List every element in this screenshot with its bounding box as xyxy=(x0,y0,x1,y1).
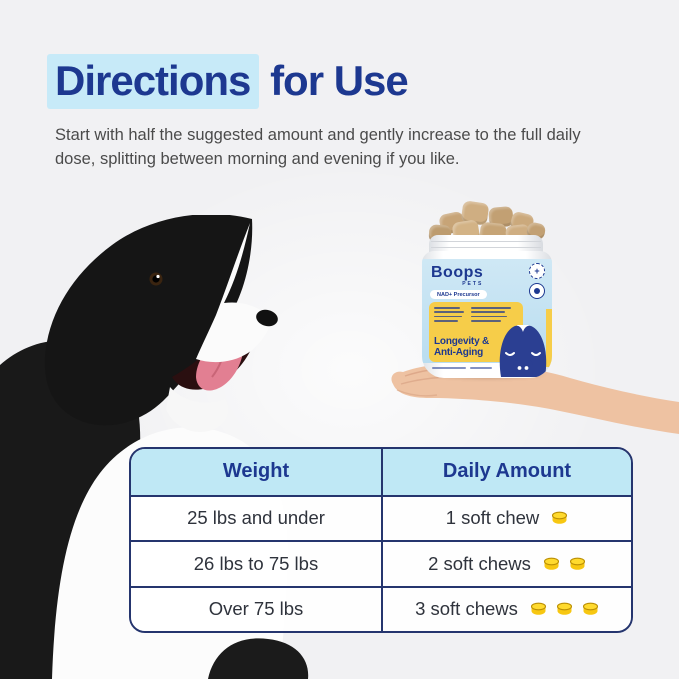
subtitle-text: Start with half the suggested amount and… xyxy=(55,123,581,171)
page-title: Directions for Use xyxy=(47,54,409,109)
dog-front-leg xyxy=(208,638,309,679)
title-rest: for Use xyxy=(270,57,409,104)
weight-cell: 26 lbs to 75 lbs xyxy=(131,542,381,586)
dog-eye-highlight xyxy=(156,274,160,279)
weight-cell: 25 lbs and under xyxy=(131,496,381,540)
weight-cell: Over 75 lbs xyxy=(131,587,381,631)
table-row: 25 lbs and under 1 soft chew xyxy=(131,494,631,540)
dog-nose xyxy=(256,309,278,327)
subtitle-line-1: Start with half the suggested amount and… xyxy=(55,126,581,144)
label-heading: Longevity & Anti-Aging xyxy=(434,336,490,359)
chew-icon-group xyxy=(530,602,599,616)
benefits-fine-print xyxy=(434,307,518,322)
amount-label: 1 soft chew xyxy=(445,507,540,529)
subtitle-line-2: dose, splitting between morning and even… xyxy=(55,150,460,168)
soft-chew-icon xyxy=(543,557,559,570)
seal-badge-icon xyxy=(529,283,545,299)
hand-palm-arm xyxy=(391,363,679,434)
amount-cell: 1 soft chew xyxy=(381,496,631,540)
label-dog-illustration xyxy=(499,325,547,377)
amount-cell: 3 soft chews xyxy=(381,587,631,631)
title-highlight: Directions xyxy=(47,54,260,109)
jar-rim xyxy=(429,235,543,256)
soft-chew-icon xyxy=(552,511,568,525)
amount-label: 3 soft chews xyxy=(415,598,518,620)
soft-chew-icon xyxy=(556,602,572,616)
chew-icon-group xyxy=(551,511,568,525)
supplement-jar: Boops PETS + NAD+ Precursor xyxy=(414,197,558,381)
dog-chin-fur xyxy=(166,387,229,433)
dog-blaze-muzzle xyxy=(196,223,272,363)
amount-cell: 2 soft chews xyxy=(381,542,631,586)
dosage-table: Weight Daily Amount 25 lbs and under 1 s… xyxy=(129,447,633,633)
nad-precursor-pill: NAD+ Precursor xyxy=(430,290,487,299)
dog-head xyxy=(44,215,253,426)
label-yellow-edge xyxy=(546,309,552,367)
medical-cross-icon: + xyxy=(529,263,545,279)
soft-chew-icon xyxy=(582,602,598,616)
soft-chew-icon xyxy=(530,602,546,616)
jar-body: Boops PETS + NAD+ Precursor xyxy=(422,251,552,378)
table-row: 26 lbs to 75 lbs 2 soft chews xyxy=(131,540,631,586)
table-row: Over 75 lbs 3 soft chews xyxy=(131,585,631,631)
soft-chew-icon xyxy=(569,557,585,570)
column-header-weight: Weight xyxy=(131,449,381,495)
chew-icon-group xyxy=(543,557,586,571)
brand-logo: Boops PETS xyxy=(431,264,484,287)
label-fine-print-line xyxy=(432,367,492,369)
thumb-crease xyxy=(396,389,438,397)
amount-label: 2 soft chews xyxy=(428,552,531,574)
column-header-daily-amount: Daily Amount xyxy=(381,449,631,495)
brand-sub: PETS xyxy=(462,281,484,287)
table-header-row: Weight Daily Amount xyxy=(131,449,631,495)
